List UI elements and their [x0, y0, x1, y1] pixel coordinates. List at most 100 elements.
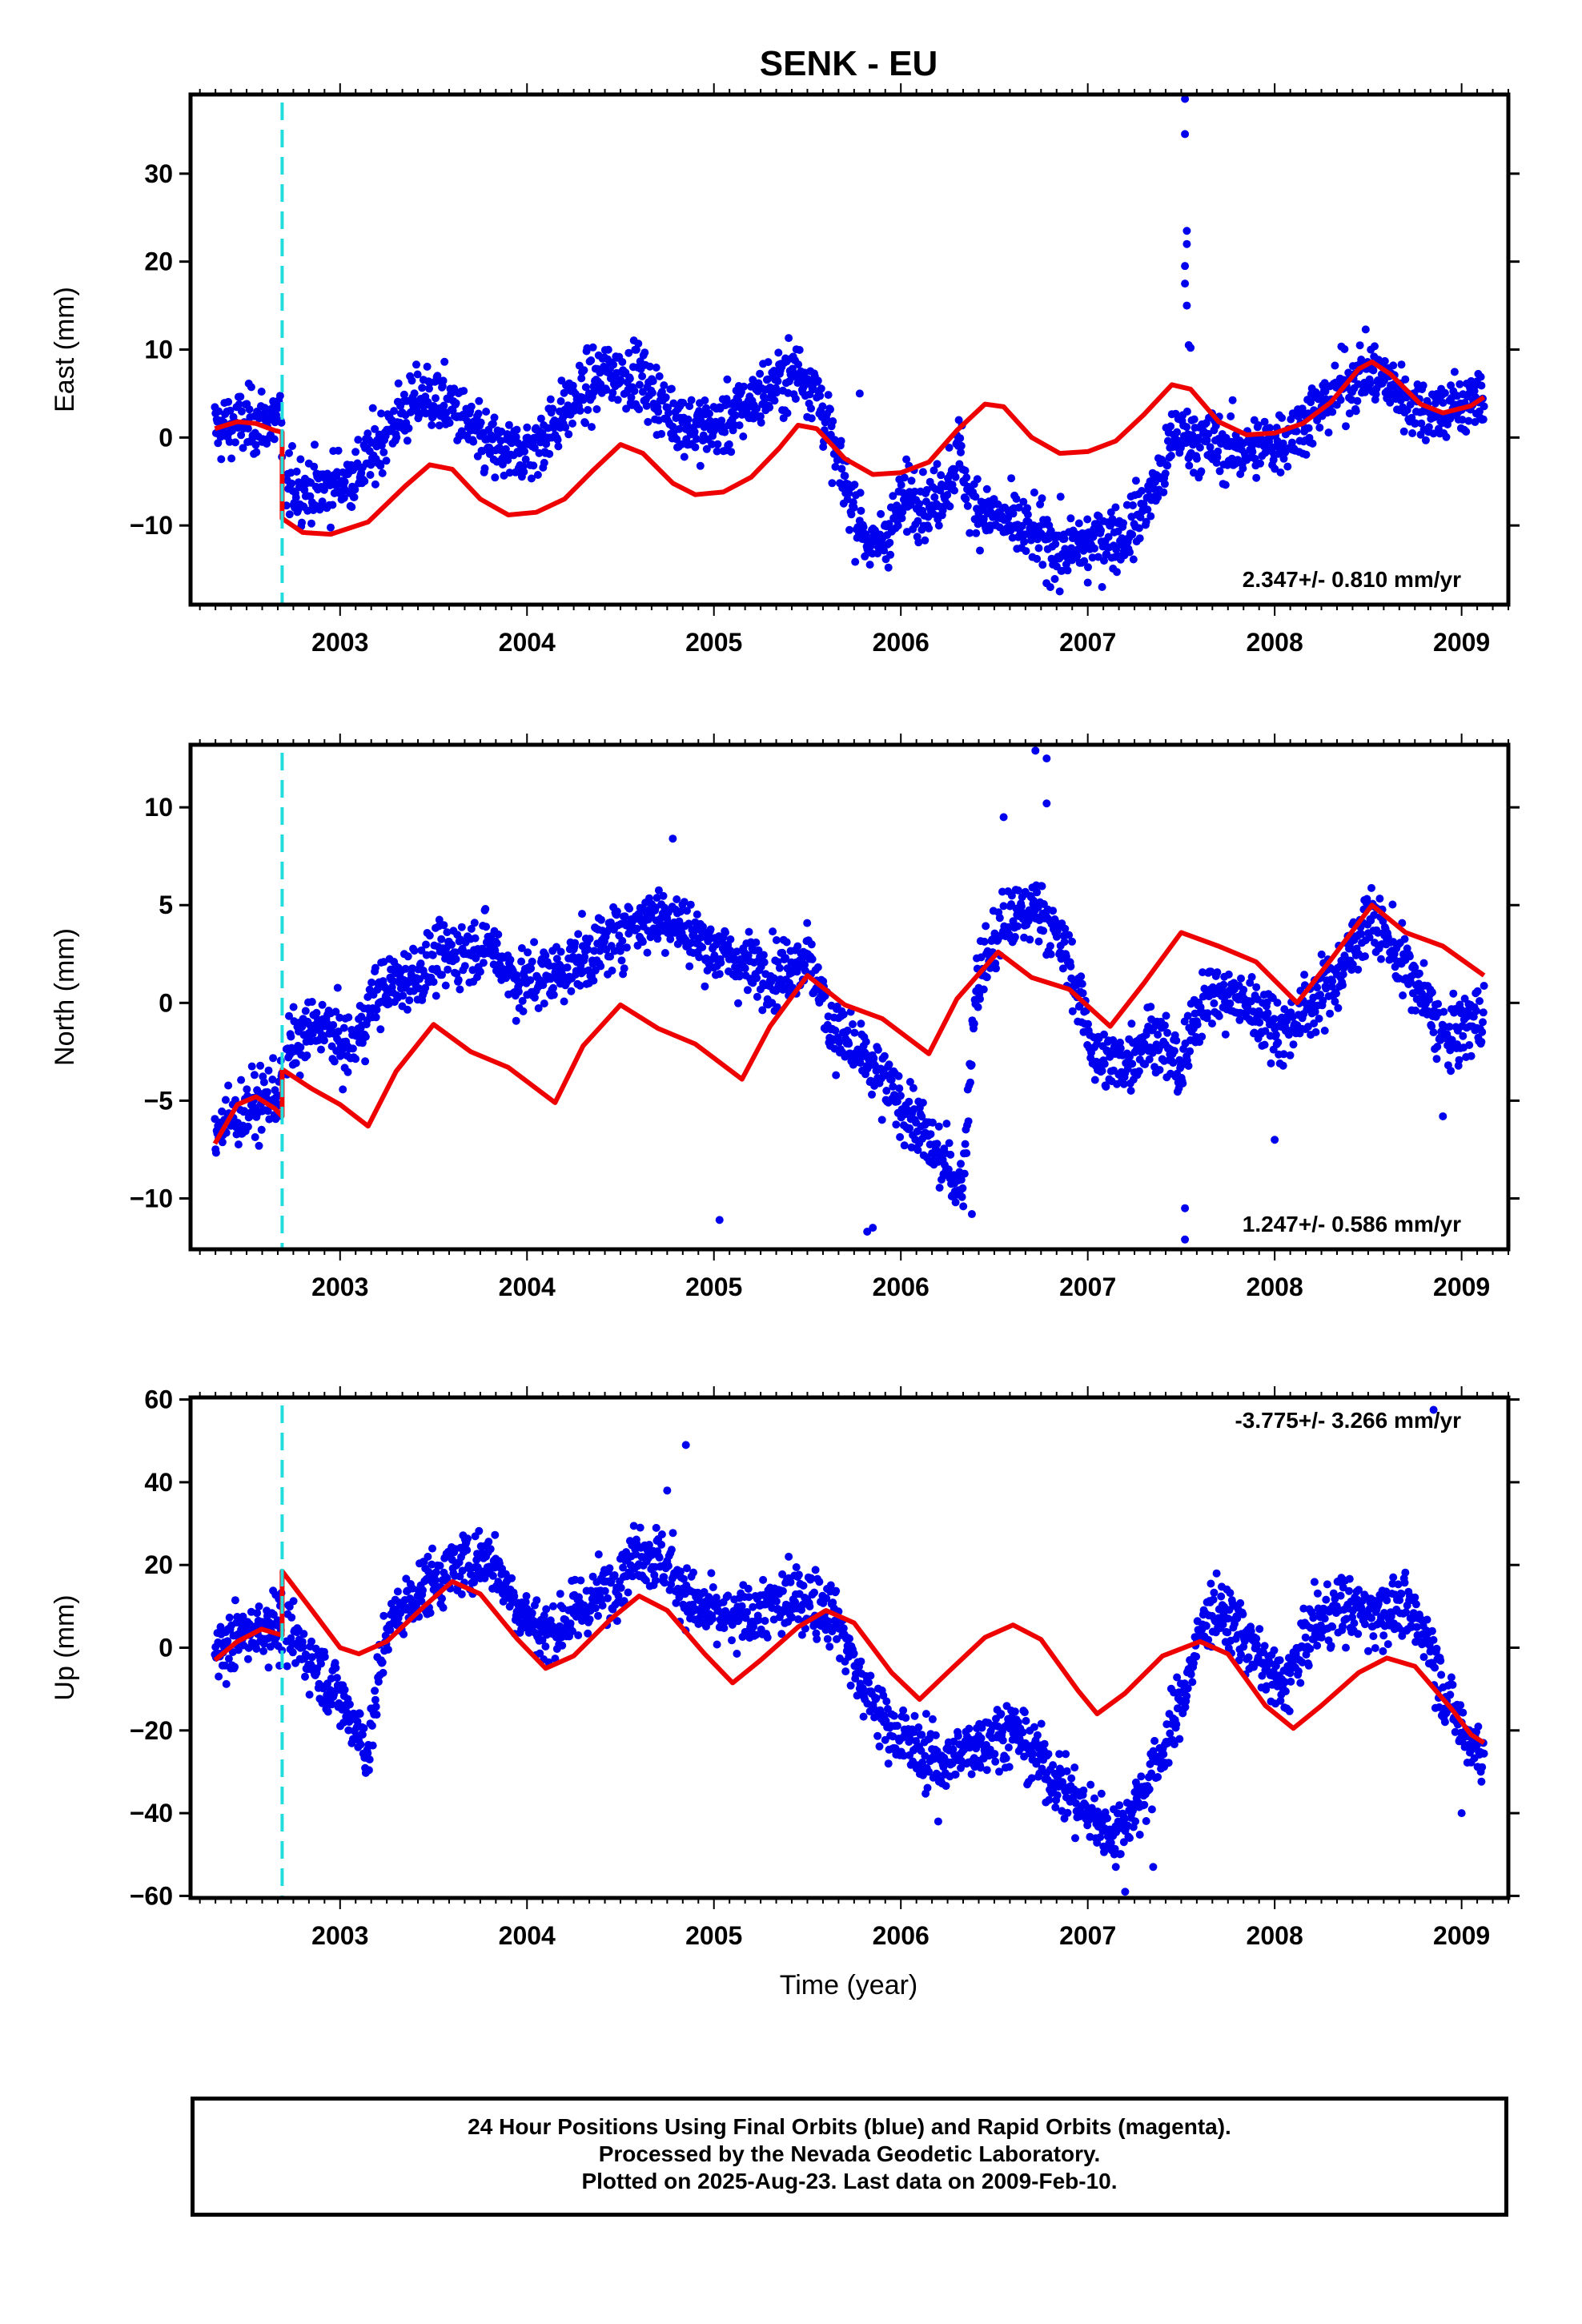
east-data-point: [934, 521, 943, 530]
east-data-point: [638, 372, 647, 380]
up-x-tick-label: 2006: [873, 1921, 930, 1950]
east-data-point: [1215, 467, 1224, 476]
east-data-point: [702, 444, 711, 453]
north-data-point: [926, 1130, 935, 1139]
north-data-point: [1203, 1009, 1212, 1018]
east-data-point: [523, 423, 532, 432]
east-outlier-point: [1083, 578, 1092, 587]
north-data-point: [549, 983, 557, 992]
up-data-point: [424, 1552, 432, 1561]
east-data-point: [1239, 464, 1247, 472]
up-data-point: [378, 1658, 387, 1667]
east-data-point: [817, 384, 825, 393]
east-data-point: [413, 370, 422, 379]
east-data-point: [287, 479, 296, 488]
east-outlier-point: [1186, 344, 1195, 352]
north-data-point: [999, 902, 1008, 911]
east-outlier-point: [1182, 301, 1191, 310]
up-data-point: [317, 1659, 325, 1668]
east-y-axis-label: East (mm): [50, 287, 80, 412]
north-data-point: [905, 1124, 914, 1132]
north-data-point: [552, 955, 561, 963]
east-data-point: [296, 455, 305, 464]
up-data-point: [372, 1711, 381, 1719]
east-data-point: [910, 487, 919, 496]
north-data-point: [1261, 1027, 1270, 1035]
north-data-point: [448, 940, 456, 949]
east-data-point: [772, 388, 781, 397]
east-data-point: [1456, 380, 1464, 388]
east-data-point: [701, 396, 709, 404]
north-data-point: [1247, 973, 1256, 981]
east-data-point: [214, 439, 223, 448]
up-data-point: [371, 1687, 379, 1695]
east-x-tick-label: 2008: [1247, 628, 1303, 657]
east-data-point: [697, 416, 705, 425]
north-data-point: [892, 1120, 901, 1129]
east-data-point: [445, 419, 454, 427]
north-data-point: [666, 935, 675, 943]
up-data-point: [368, 1741, 377, 1750]
north-data-point: [1014, 886, 1022, 895]
east-data-point: [664, 408, 673, 417]
north-data-point: [1038, 882, 1046, 891]
north-data-point: [1169, 1059, 1178, 1068]
east-data-point: [1146, 512, 1155, 521]
north-data-point: [654, 886, 663, 895]
north-data-point: [401, 964, 410, 973]
north-data-point: [257, 1125, 266, 1134]
up-data-point: [223, 1637, 232, 1646]
east-data-points: [211, 94, 1488, 596]
east-x-tick-label: 2006: [873, 628, 930, 657]
east-data-point: [1173, 428, 1182, 436]
east-data-point: [215, 407, 223, 416]
north-data-point: [1479, 1008, 1488, 1017]
east-data-point: [1084, 563, 1092, 572]
east-data-point: [918, 468, 927, 476]
north-data-point: [1473, 987, 1482, 995]
north-data-point: [698, 943, 707, 951]
north-x-tick-label: 2007: [1059, 1273, 1116, 1301]
up-data-point: [255, 1602, 263, 1610]
east-data-point: [1051, 540, 1060, 549]
east-data-point: [235, 400, 243, 408]
north-rate-annotation: 1.247+/- 0.586 mm/yr: [1243, 1212, 1461, 1236]
north-data-point: [351, 1055, 360, 1063]
north-data-point: [224, 1081, 233, 1090]
east-data-point: [1136, 513, 1145, 521]
east-data-point: [1251, 454, 1259, 463]
up-data-point: [323, 1707, 332, 1716]
east-data-point: [841, 472, 849, 480]
east-data-point: [1411, 419, 1420, 428]
north-data-point: [1478, 1027, 1487, 1036]
north-data-point: [1405, 952, 1414, 961]
up-data-point: [355, 1710, 364, 1719]
east-data-point: [1190, 415, 1199, 424]
east-data-point: [423, 362, 432, 371]
north-y-tick-label: 5: [159, 891, 173, 919]
east-data-point: [837, 464, 846, 473]
east-outlier-point: [855, 389, 864, 398]
east-data-point: [404, 424, 413, 432]
up-data-point: [305, 1691, 314, 1699]
east-data-point: [1424, 423, 1433, 432]
north-data-point: [970, 1019, 978, 1028]
east-data-point: [475, 396, 484, 405]
up-data-point: [307, 1637, 315, 1646]
east-outlier-point: [1182, 227, 1191, 235]
north-data-point: [1328, 977, 1337, 986]
east-data-point: [937, 471, 946, 480]
north-data-point: [519, 1007, 528, 1015]
north-data-point: [1149, 1023, 1158, 1032]
east-data-point: [1128, 530, 1137, 539]
north-data-point: [1199, 968, 1207, 977]
up-data-point: [400, 1630, 408, 1638]
east-data-point: [556, 397, 565, 405]
east-data-point: [488, 420, 497, 428]
east-data-point: [1440, 388, 1449, 397]
east-data-point: [889, 492, 897, 501]
east-x-tick-label: 2009: [1433, 628, 1490, 657]
up-data-point: [222, 1679, 231, 1688]
east-data-point: [1134, 524, 1143, 533]
north-data-point: [438, 971, 446, 979]
